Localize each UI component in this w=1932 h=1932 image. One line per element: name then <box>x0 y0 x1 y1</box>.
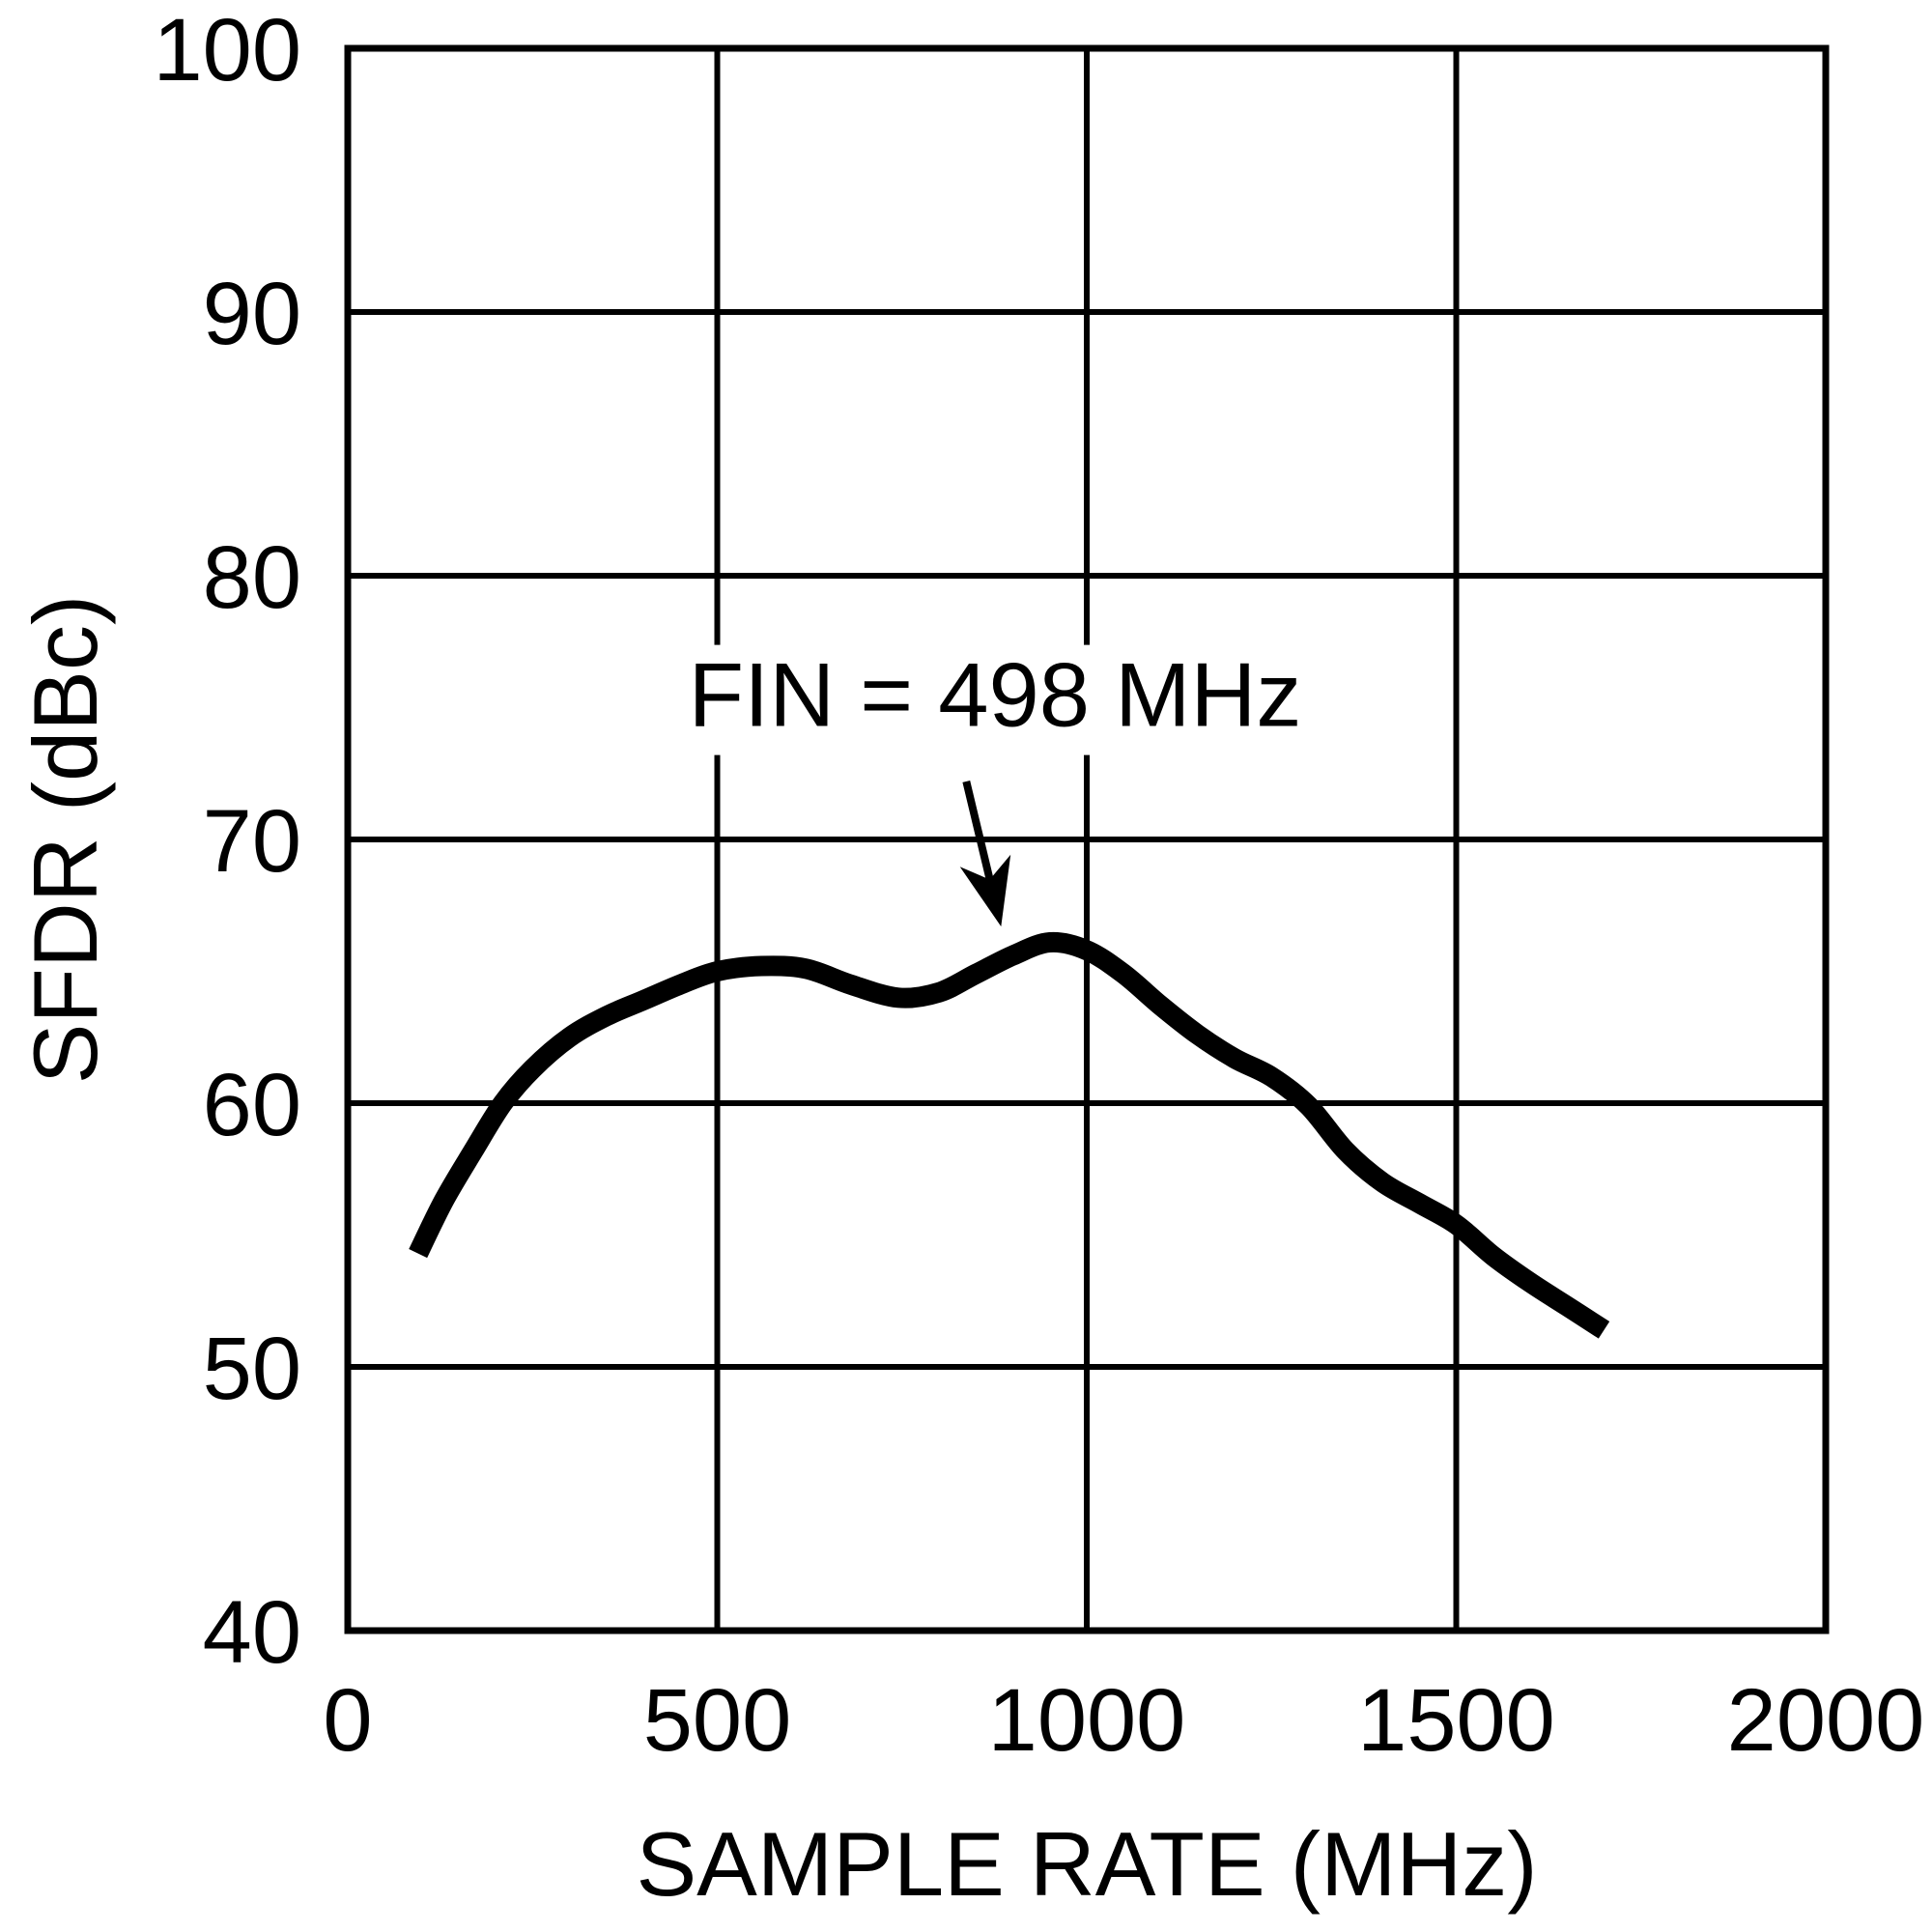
sfdr-curve <box>409 931 1610 1339</box>
plot-border <box>344 44 1830 1634</box>
x-tick-label-500: 500 <box>643 1671 792 1770</box>
x-tick-label-2000: 2000 <box>1727 1671 1925 1770</box>
y-tick-label-100: 100 <box>154 1 302 99</box>
y-axis-title: SFDR (dBc) <box>14 595 116 1085</box>
y-tick-label-60: 60 <box>203 1056 301 1154</box>
y-tick-label-80: 80 <box>203 528 301 627</box>
x-tick-labels: 0 500 1000 1500 2000 <box>323 1671 1924 1770</box>
y-tick-labels: 40 50 60 70 80 90 100 <box>154 1 302 1682</box>
y-tick-label-90: 90 <box>203 265 301 363</box>
y-tick-label-40: 40 <box>203 1583 301 1682</box>
x-axis-title: SAMPLE RATE (MHz) <box>636 1813 1537 1915</box>
annotation-arrowhead-icon <box>959 854 1011 927</box>
x-tick-label-1500: 1500 <box>1357 1671 1555 1770</box>
y-tick-label-50: 50 <box>203 1320 301 1418</box>
annotation-arrow-shaft <box>962 781 996 891</box>
x-tick-label-1000: 1000 <box>988 1671 1186 1770</box>
x-tick-label-0: 0 <box>323 1671 372 1770</box>
annotation-background <box>670 644 1324 755</box>
y-tick-label-70: 70 <box>203 792 301 891</box>
annotation-fin-label: FIN = 498 MHz <box>689 644 1302 746</box>
gridlines <box>348 48 1826 1631</box>
